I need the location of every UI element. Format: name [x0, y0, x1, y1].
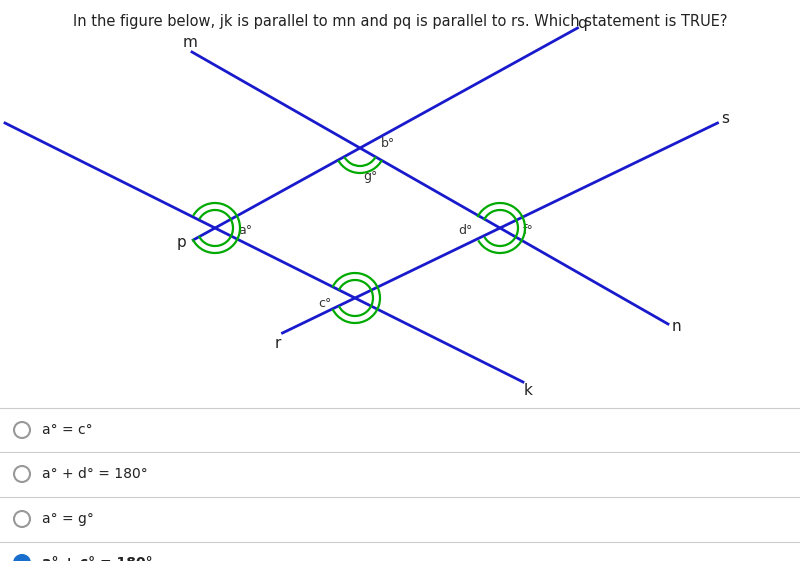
Text: f°: f° [522, 223, 534, 237]
Text: s: s [722, 111, 730, 126]
Text: q: q [578, 16, 587, 30]
Circle shape [14, 466, 30, 482]
Text: a° = c°: a° = c° [42, 423, 93, 437]
Circle shape [14, 555, 30, 561]
Text: g°: g° [363, 169, 377, 182]
Text: p: p [176, 234, 186, 250]
Text: c°: c° [318, 297, 332, 310]
Text: b°: b° [381, 136, 395, 149]
Text: r: r [274, 335, 281, 351]
Text: a° + c° = 180°: a° + c° = 180° [42, 556, 153, 561]
Text: In the figure below, jk is parallel to mn and pq is parallel to rs. Which statem: In the figure below, jk is parallel to m… [73, 14, 727, 29]
Text: n: n [671, 319, 681, 333]
Text: d°: d° [458, 223, 472, 237]
Text: m: m [182, 34, 198, 49]
Circle shape [14, 511, 30, 527]
Text: a°: a° [238, 223, 252, 237]
Text: k: k [523, 383, 533, 398]
Text: a° = g°: a° = g° [42, 512, 94, 526]
Circle shape [14, 422, 30, 438]
Text: a° + d° = 180°: a° + d° = 180° [42, 467, 148, 481]
